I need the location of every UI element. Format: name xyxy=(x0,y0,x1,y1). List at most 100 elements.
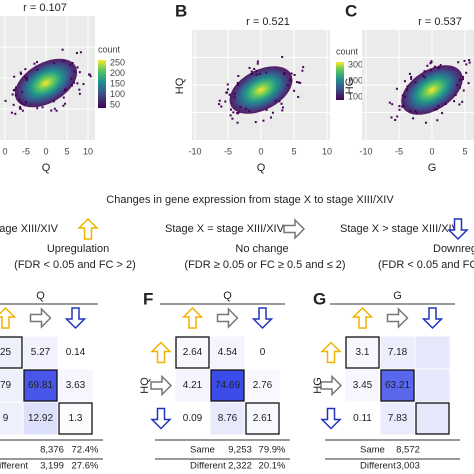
hexbin xyxy=(237,111,240,114)
hexbin xyxy=(62,96,65,99)
diagonal-box xyxy=(23,369,58,402)
hexbin xyxy=(76,82,79,85)
column-arrow xyxy=(182,307,203,329)
column-arrow xyxy=(216,308,239,328)
hexbin xyxy=(388,101,391,104)
hexbin xyxy=(253,67,256,70)
hexbin xyxy=(73,81,76,84)
hexbin xyxy=(13,75,16,78)
hexbin xyxy=(23,103,26,106)
cell-value: 2.76 xyxy=(253,380,273,391)
hexbin xyxy=(271,111,274,114)
column-arrow xyxy=(352,307,373,329)
cell-value: 69.81 xyxy=(28,380,53,391)
legend-criteria: (FDR < 0.05 and FC < 0.5) xyxy=(378,259,474,271)
panel-title: r = 0.537 xyxy=(418,16,462,28)
hexbin xyxy=(458,86,461,89)
hexbin xyxy=(410,77,413,80)
hexbin xyxy=(250,73,253,76)
hexbin xyxy=(462,89,465,92)
hexbin xyxy=(283,71,286,74)
cell xyxy=(57,335,94,370)
hexbin xyxy=(78,92,81,95)
legend-condition: Stage X = stage XIII/XIV xyxy=(165,223,285,235)
hexbin xyxy=(468,61,471,64)
hexbin xyxy=(4,99,7,102)
hexbin xyxy=(70,77,73,80)
row-arrow xyxy=(320,375,342,396)
hexbin xyxy=(19,107,22,110)
hexbin xyxy=(460,78,463,81)
hexbin xyxy=(302,66,305,69)
hexbin xyxy=(256,60,259,63)
hexbin xyxy=(412,117,415,120)
x-tick-label: 5 xyxy=(291,146,296,156)
hexbin xyxy=(463,59,466,62)
hexbin xyxy=(226,83,229,86)
hexbin xyxy=(20,101,23,104)
hexbin xyxy=(61,48,64,51)
hexbin xyxy=(12,103,15,106)
cell-value: 25 xyxy=(0,347,11,358)
hexbin-cloud xyxy=(229,66,293,114)
hexbin xyxy=(254,121,257,124)
colorbar-tick: 150 xyxy=(110,78,125,88)
diagonal-box xyxy=(0,336,23,369)
hexbin xyxy=(262,119,265,122)
hexbin xyxy=(24,68,27,71)
hexbin xyxy=(25,78,28,81)
colorbar-tick: 200 xyxy=(348,75,363,85)
cell-value: 2.64 xyxy=(183,347,203,358)
hexbin xyxy=(71,61,74,64)
cell xyxy=(57,401,94,436)
colorbar-title: count xyxy=(98,44,121,54)
hexbin xyxy=(401,105,404,108)
hexbin xyxy=(404,96,407,99)
hexbin xyxy=(256,62,259,65)
cell-value: 7.18 xyxy=(388,347,408,358)
cell xyxy=(22,368,59,403)
hexbin xyxy=(433,108,436,111)
hexbin xyxy=(41,106,44,109)
hexbin xyxy=(36,107,39,110)
cell xyxy=(244,368,281,403)
hexbin xyxy=(75,52,78,55)
x-tick-label: 5 xyxy=(64,146,69,156)
hexbin xyxy=(36,68,39,71)
column-arrow xyxy=(0,307,16,329)
hexbin xyxy=(422,74,425,77)
colorbar-tick: 100 xyxy=(348,91,363,101)
cell-value: 7.83 xyxy=(388,413,408,424)
diagonal-box xyxy=(345,336,380,369)
hexbin xyxy=(424,121,427,124)
x-axis-label: Q xyxy=(42,162,51,174)
cell-value: 5.27 xyxy=(31,347,51,358)
hexbin xyxy=(76,66,79,69)
footer-count: 8,572 xyxy=(396,445,420,456)
hexbin xyxy=(406,85,409,88)
hexbin xyxy=(394,119,397,122)
hexbin xyxy=(436,119,439,122)
hexbin xyxy=(33,62,36,65)
hexbin xyxy=(286,84,289,87)
cell xyxy=(379,335,416,370)
hexbin xyxy=(295,81,298,84)
cell-value: 2.61 xyxy=(253,413,273,424)
hexbin xyxy=(297,81,300,84)
hexbin xyxy=(20,72,23,75)
cell-value: 3.1 xyxy=(356,347,370,358)
cell xyxy=(174,335,211,370)
cell xyxy=(209,401,246,436)
cell xyxy=(209,368,246,403)
colorbar xyxy=(98,60,106,108)
cell xyxy=(379,401,416,436)
legend-criteria: (FDR < 0.05 and FC > 2) xyxy=(14,259,136,271)
hexbin xyxy=(410,75,413,78)
hexbin xyxy=(237,75,240,78)
hexbin-cloud xyxy=(401,65,463,115)
hexbin xyxy=(237,83,240,86)
hexbin xyxy=(250,70,253,73)
colorbar-tick: 100 xyxy=(110,89,125,99)
cell-value: 4.54 xyxy=(218,347,238,358)
